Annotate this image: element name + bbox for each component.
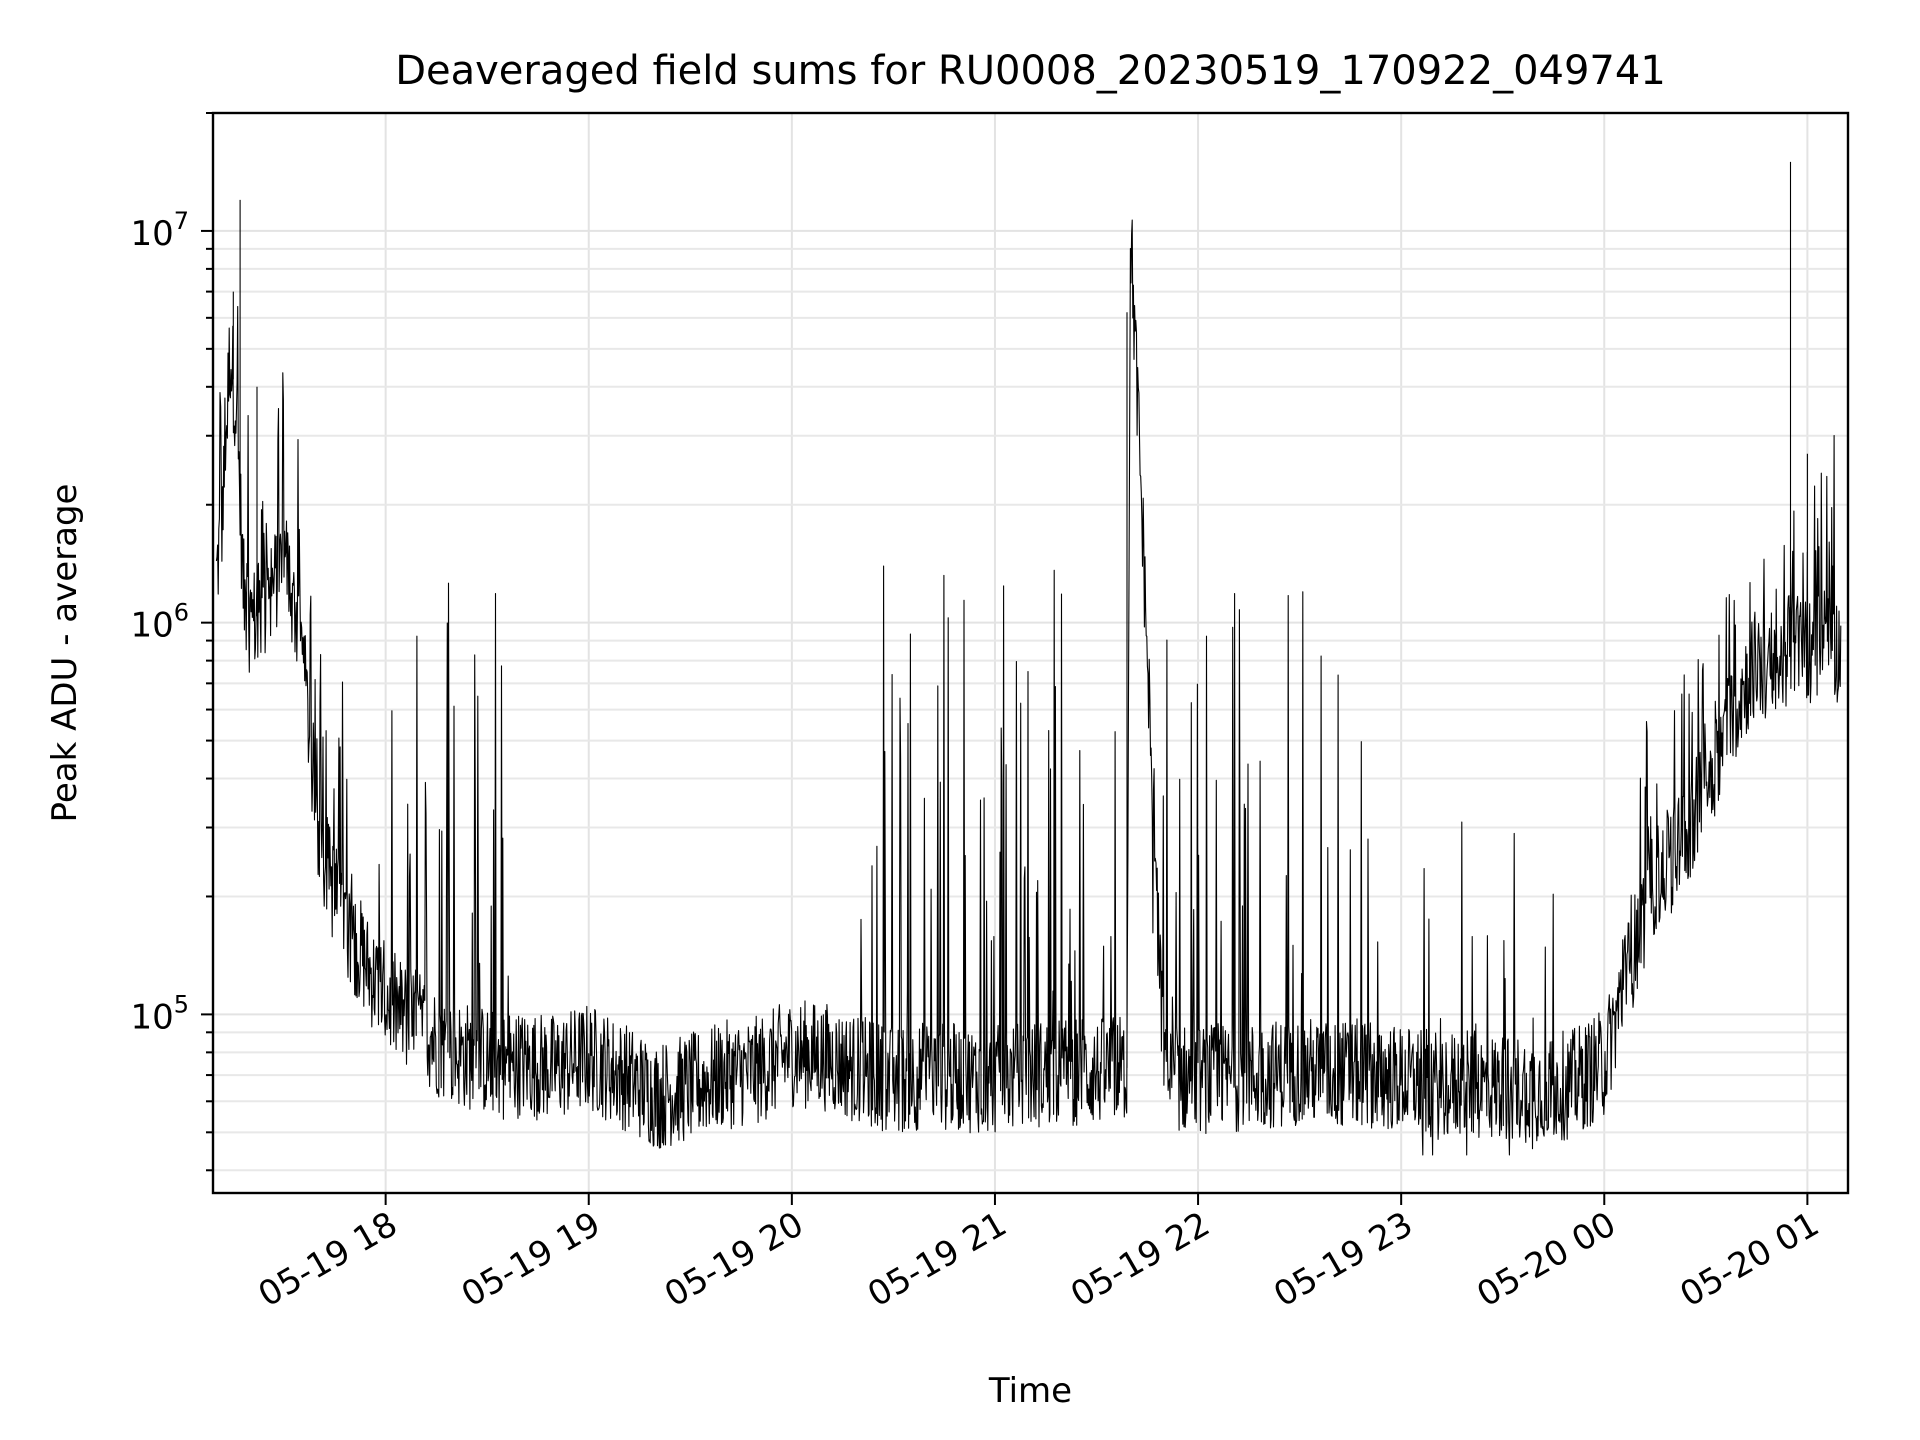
- y-tick-label: 106: [130, 599, 189, 646]
- y-tick-label: 105: [130, 990, 189, 1037]
- y-tick-label: 107: [130, 207, 189, 254]
- x-axis-label: Time: [988, 1371, 1072, 1411]
- y-axis-label: Peak ADU - average: [45, 484, 85, 823]
- plot-frame: [211, 111, 1850, 1195]
- chart-title: Deaveraged field sums for RU0008_2023051…: [395, 48, 1666, 94]
